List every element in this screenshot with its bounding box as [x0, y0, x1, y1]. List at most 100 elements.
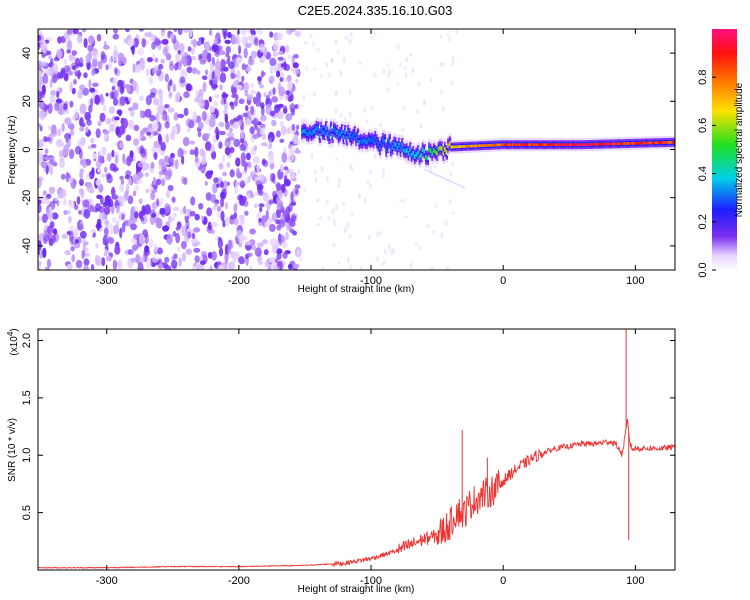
spectrogram-noise-cell [244, 118, 252, 127]
spectrogram-ridge-cell [336, 130, 339, 135]
spectrogram-noise-cell [179, 51, 185, 57]
spectrogram-noise-cell [176, 246, 181, 252]
spectrogram-noise-cell [88, 35, 95, 45]
spectrogram-noise-cell [156, 89, 163, 95]
spectrogram-noise-cell [59, 188, 67, 199]
spectrogram-noise-cell [222, 154, 226, 164]
spectrogram-noise-cell [325, 62, 329, 68]
spectrogram-noise-cell [135, 253, 141, 264]
spectrogram-noise-cell [138, 29, 144, 32]
spectrogram-noise-cell [139, 95, 144, 102]
x-tick-label: 0 [500, 275, 506, 287]
spectrogram-noise-cell [73, 69, 79, 75]
spectrogram-noise-cell [211, 205, 217, 211]
spectrogram-noise-cell [260, 114, 267, 122]
spectrogram-noise-cell [38, 82, 42, 91]
spectrogram-noise-cell [44, 68, 51, 76]
spectrogram-noise-cell [358, 61, 362, 65]
spectrogram-noise-cell [198, 202, 204, 210]
spectrogram-ridge-cell [588, 143, 591, 146]
spectrogram-noise-cell [245, 42, 252, 49]
spectrogram-ridge-cell [442, 151, 445, 156]
spectrogram-noise-cell [148, 31, 152, 38]
spectrogram-noise-cell [271, 212, 278, 222]
spectrogram-ridge-cell [574, 143, 577, 147]
spectrogram-noise-cell [141, 38, 147, 48]
spectrogram-noise-cell [108, 106, 115, 114]
spectrogram-noise-cell [57, 128, 62, 137]
spectrogram-noise-cell [263, 92, 267, 98]
spectrogram-ridge-cell [443, 177, 446, 180]
spectrogram-noise-cell [194, 213, 200, 221]
spectrogram-ridge-cell [312, 130, 315, 135]
spectrogram-ridge-cell [618, 142, 621, 146]
spectrogram-ridge-cell [448, 141, 452, 146]
spectrogram-noise-cell [256, 29, 263, 35]
spectrogram-noise-cell [178, 257, 182, 267]
spectrogram-noise-cell [95, 256, 102, 267]
spectrogram-noise-cell [111, 217, 117, 223]
spectrogram-ridge-cell [434, 173, 436, 176]
spectrogram-noise-cell [409, 261, 413, 269]
spectrogram-noise-cell [258, 190, 264, 196]
spectrogram-noise-cell [259, 206, 263, 213]
spectrogram-noise-cell [246, 252, 253, 257]
spectrogram-noise-cell [131, 244, 139, 251]
spectrogram-ridge-cell [401, 143, 404, 148]
spectrogram-noise-cell [224, 147, 231, 156]
spectrogram-noise-cell [209, 79, 214, 86]
spectrogram-noise-cell [260, 70, 265, 78]
spectrogram-noise-cell [304, 40, 308, 45]
spectrogram-noise-cell [38, 70, 43, 78]
spectrogram-noise-cell [190, 196, 196, 206]
spectrogram-noise-cell [155, 112, 160, 123]
spectrogram-ridge-cell [498, 143, 501, 147]
spectrogram-noise-cell [343, 116, 347, 122]
spectrogram-ridge-cell [320, 126, 323, 132]
spectrogram-ridge-cell [539, 143, 542, 147]
spectrogram-noise-cell [250, 50, 258, 59]
spectrogram-noise-cell [339, 112, 343, 118]
spectrogram-noise-cell [283, 108, 288, 114]
spectrogram-noise-cell [86, 181, 93, 193]
spectrogram-ridge-cell [462, 186, 464, 188]
spectrogram-noise-cell [175, 232, 181, 244]
spectrogram-noise-cell [43, 238, 48, 245]
spectrogram-noise-cell [337, 178, 341, 185]
spectrogram-ridge-cell [602, 142, 605, 146]
spectrogram-noise-cell [369, 183, 372, 189]
spectrogram-noise-cell [207, 52, 212, 63]
spectrogram-noise-cell [312, 91, 316, 97]
spectrogram-noise-cell [90, 63, 96, 70]
spectrogram-ridge-cell [355, 136, 358, 142]
spectrogram-noise-cell [287, 54, 292, 60]
spectrogram-ridge-cell [563, 143, 566, 147]
spectrogram-noise-cell [89, 87, 96, 93]
spectrogram-noise-cell [82, 160, 87, 168]
spectrogram-noise-cell [227, 261, 235, 270]
spectrogram-noise-cell [171, 196, 176, 203]
spectrogram-ridge-cell [347, 129, 350, 135]
spectrogram-noise-cell [86, 119, 92, 126]
spectrogram-noise-cell [365, 119, 369, 123]
spectrogram-noise-cell [191, 56, 197, 61]
spectrogram-noise-cell [287, 153, 295, 162]
spectrogram-ridge-cell [427, 170, 430, 173]
spectrogram-noise-cell [202, 150, 206, 159]
spectrogram-noise-cell [279, 120, 284, 128]
spectrogram-noise-cell [45, 266, 50, 270]
spectrogram-noise-cell [281, 125, 287, 136]
spectrogram-noise-cell [233, 251, 240, 260]
spectrogram-noise-cell [99, 112, 106, 122]
spectrogram-ridge-cell [593, 143, 596, 146]
y-tick-label: 40 [21, 47, 33, 59]
spectrogram-noise-cell [405, 57, 409, 64]
spectrogram-noise-cell [158, 262, 164, 270]
spectrogram-ridge-cell [572, 143, 575, 147]
spectrogram-ridge-cell [458, 184, 460, 186]
spectrogram-ridge-cell [529, 143, 533, 147]
spectrogram-noise-cell [383, 248, 387, 255]
spectrogram-ridge-cell [380, 141, 383, 146]
spectrogram-noise-cell [199, 260, 206, 266]
spectrogram-noise-cell [42, 190, 47, 196]
